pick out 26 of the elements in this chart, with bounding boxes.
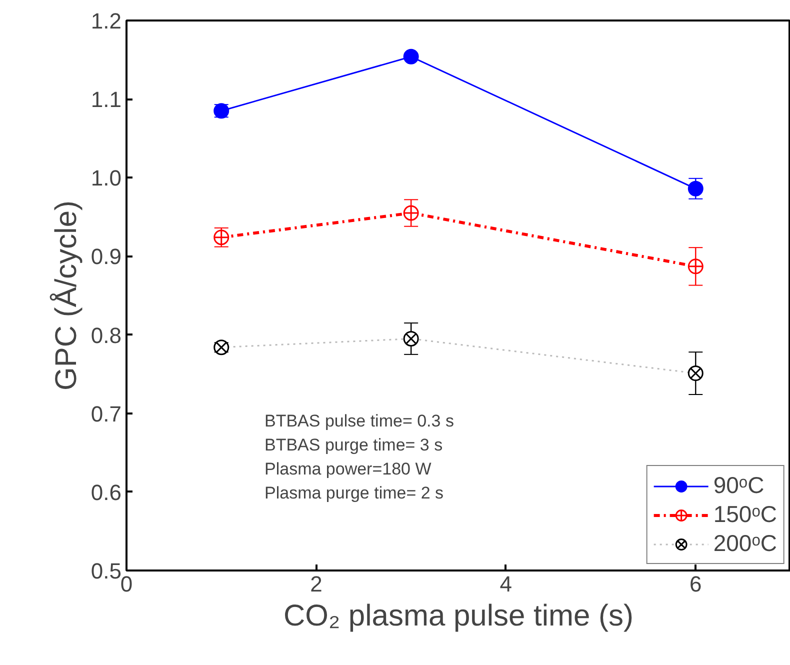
annotation: Plasma purge time= 2 s (264, 484, 444, 502)
x-tick-label: 2 (310, 572, 322, 596)
annotation: BTBAS pulse time= 0.3 s (264, 412, 454, 430)
legend-label: 90ᵒC (713, 472, 764, 499)
y-tick-label: 0.8 (90, 322, 122, 348)
annotation: Plasma power=180 W (264, 460, 432, 478)
y-axis-title: GPC (Å/cycle) (48, 200, 83, 391)
y-tick-label: 0.5 (90, 558, 122, 584)
point (688, 180, 704, 196)
y-tick-label: 0.7 (90, 401, 122, 426)
annotation: BTBAS purge time= 3 s (264, 436, 443, 454)
legend-label: 150ᵒC (713, 501, 777, 528)
x-tick-label: 4 (500, 572, 512, 596)
y-tick-label: 1.2 (90, 8, 122, 34)
y-tick-label: 1.0 (90, 166, 122, 191)
x-tick-label: 0 (120, 572, 133, 596)
point (403, 330, 419, 346)
point (688, 366, 704, 382)
y-tick-label: 0.6 (90, 480, 122, 505)
point (403, 48, 419, 64)
x-tick-label: 6 (690, 572, 702, 596)
x-axis-title: CO₂ plasma pulse time (s) (283, 600, 634, 632)
point (688, 258, 704, 274)
y-tick-label: 1.1 (90, 87, 122, 112)
legend-label: 200ᵒC (713, 530, 777, 557)
y-tick-label: 0.9 (90, 244, 122, 270)
